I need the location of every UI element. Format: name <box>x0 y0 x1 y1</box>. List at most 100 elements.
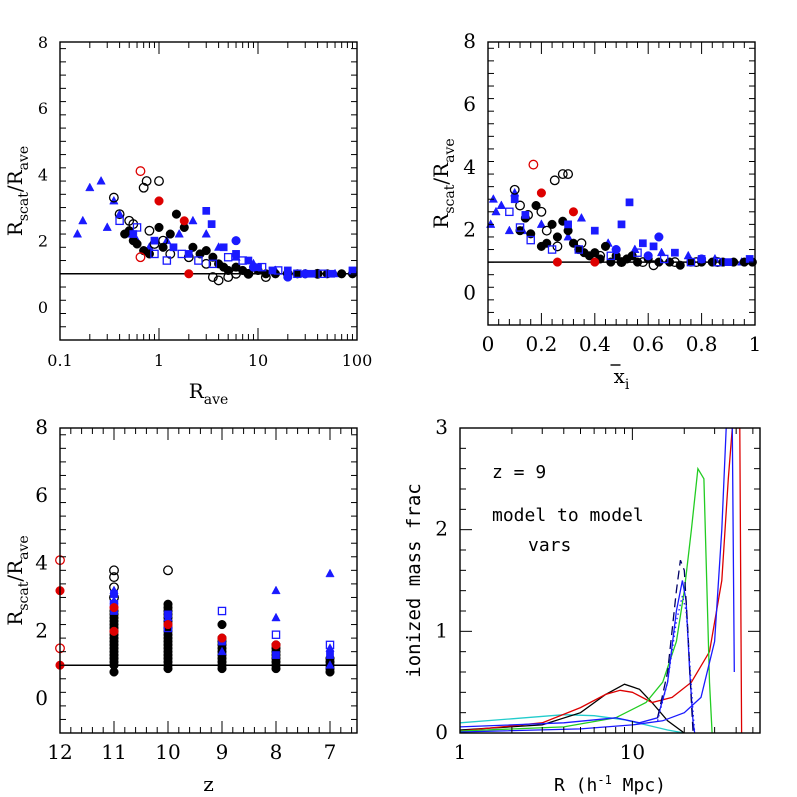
x-tick-label: 10 <box>620 740 645 764</box>
data-point <box>184 269 194 279</box>
data-point <box>268 266 277 275</box>
y-tick-label: 2 <box>35 618 48 642</box>
y-tick-label: 8 <box>35 415 48 439</box>
data-point <box>606 251 616 261</box>
y-tick-label: 2 <box>463 218 476 242</box>
data-point <box>248 262 259 272</box>
data-point <box>633 248 642 257</box>
data-point <box>108 192 119 203</box>
data-point <box>337 269 347 279</box>
data-point <box>590 248 600 258</box>
annotations: z = 9 model to model vars <box>492 462 644 556</box>
data-point <box>129 230 138 238</box>
series-square-open <box>109 599 335 650</box>
data-point <box>325 660 335 669</box>
x-tick-label: 100 <box>342 351 373 370</box>
y-axis-label: Rscat/Rave <box>3 146 32 236</box>
data-point <box>590 257 600 267</box>
y-tick-label: 0 <box>35 686 48 710</box>
data-point <box>163 620 173 630</box>
data-point <box>547 245 557 254</box>
data-point <box>169 243 178 252</box>
y-tick-label: 1 <box>435 618 448 642</box>
data-point <box>505 207 514 217</box>
data-point <box>138 182 149 193</box>
data-point <box>164 610 172 619</box>
data-point <box>568 207 578 217</box>
data-point <box>174 228 184 238</box>
data-point <box>557 169 568 180</box>
data-point <box>504 225 514 235</box>
y-tick-label: 8 <box>38 33 48 52</box>
x-tick-label: 9 <box>216 740 229 764</box>
data-point <box>564 220 572 229</box>
data-point <box>325 568 335 578</box>
x-tick-label: 1 <box>454 740 467 764</box>
data-point <box>632 257 643 267</box>
x-tick-label: 0.2 <box>525 332 557 356</box>
data-point <box>671 248 679 257</box>
y-axis-label: Rscat/Rave <box>3 535 32 625</box>
tick-labels: 0.1 1 10 100 0 2 4 6 8 <box>38 33 372 370</box>
series-line-navy <box>656 559 694 733</box>
plot-area <box>486 159 757 271</box>
x-tick-label: 10 <box>248 351 268 370</box>
data-point <box>135 166 146 177</box>
plot-area <box>60 166 358 286</box>
x-tick-label: 7 <box>324 740 337 764</box>
ticks <box>59 428 357 734</box>
data-point <box>158 242 168 252</box>
data-point <box>231 236 241 246</box>
data-point <box>154 196 164 206</box>
series-circle-open <box>109 565 173 603</box>
data-point <box>201 246 211 256</box>
data-point <box>590 226 599 235</box>
data-point <box>244 256 253 265</box>
x-tick-label: 0 <box>482 332 495 356</box>
data-point <box>327 269 336 278</box>
y-tick-label: 0 <box>435 720 448 744</box>
data-point <box>114 209 125 220</box>
data-point <box>243 269 253 279</box>
data-point <box>563 169 574 180</box>
x-axis-label: xi <box>614 364 630 393</box>
data-point <box>643 251 653 261</box>
data-point <box>318 269 327 279</box>
data-point <box>521 211 530 219</box>
data-point <box>109 626 119 636</box>
data-point <box>78 215 88 225</box>
data-point <box>272 651 280 659</box>
data-point <box>154 176 164 187</box>
x-tick-label: 0.4 <box>579 332 611 356</box>
panel-bl: 12 11 10 9 8 7 0 2 4 6 8 z Rscat/Rave <box>3 415 358 796</box>
data-point <box>697 254 707 264</box>
data-point <box>201 228 211 238</box>
data-point <box>611 244 621 255</box>
data-point <box>141 176 152 187</box>
data-point <box>163 565 173 576</box>
data-point <box>208 259 218 269</box>
data-point <box>509 184 520 195</box>
data-point <box>150 249 159 259</box>
panel-tl: 0.1 1 10 100 0 2 4 6 8 Rave Rscat/Rave <box>3 33 372 408</box>
data-point <box>102 222 112 231</box>
x-tick-label: 11 <box>101 740 126 764</box>
x-axis-label: R (h-1 Mpc) <box>554 773 666 796</box>
series-square-filled <box>129 207 357 278</box>
data-point <box>208 252 218 262</box>
tick-labels: 0 0.2 0.4 0.6 0.8 1 0 2 4 6 8 <box>463 29 761 356</box>
data-point <box>675 260 685 270</box>
series-line-red <box>460 428 743 733</box>
axes-frame <box>59 41 358 341</box>
data-point <box>171 209 181 219</box>
data-point <box>654 232 664 242</box>
y-tick-label: 2 <box>38 232 48 251</box>
data-point <box>325 643 335 652</box>
x-axis-label: Rave <box>189 379 229 408</box>
data-point <box>300 269 310 279</box>
data-point <box>109 565 119 576</box>
y-axis-label: Rscat/Rave <box>429 138 458 228</box>
data-point <box>162 256 172 265</box>
